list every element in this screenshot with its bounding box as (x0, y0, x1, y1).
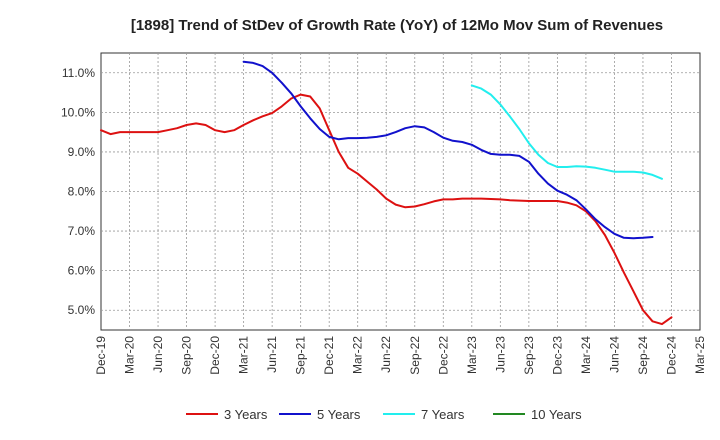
x-tick-label: Mar-25 (693, 336, 707, 374)
legend-label: 10 Years (531, 407, 582, 422)
y-axis-ticks: 5.0% 6.0% 7.0% 8.0% 9.0% 10.0% 11.0% (61, 66, 95, 317)
series-line (242, 60, 654, 240)
legend-label: 3 Years (224, 407, 268, 422)
x-tick-label: Sep-24 (636, 336, 650, 375)
x-tick-label: Mar-22 (351, 336, 365, 374)
x-tick-label: Jun-23 (493, 336, 507, 373)
x-tick-label: Sep-22 (408, 336, 422, 375)
x-tick-label: Jun-20 (151, 336, 165, 373)
y-tick-label: 8.0% (68, 185, 96, 199)
x-tick-label: Dec-23 (550, 336, 564, 375)
x-tick-label: Mar-21 (237, 336, 251, 374)
x-tick-label: Dec-24 (664, 336, 678, 375)
x-tick-label: Jun-24 (607, 336, 621, 373)
x-tick-label: Sep-20 (180, 336, 194, 375)
x-tick-label: Dec-19 (94, 336, 108, 375)
legend-label: 5 Years (317, 407, 361, 422)
series-lines (100, 60, 673, 326)
x-tick-label: Jun-21 (265, 336, 279, 373)
y-tick-label: 10.0% (61, 105, 95, 119)
legend-label: 7 Years (421, 407, 465, 422)
x-tick-label: Mar-23 (465, 336, 479, 374)
chart-title: [1898] Trend of StDev of Growth Rate (Yo… (131, 17, 663, 34)
x-tick-label: Dec-20 (208, 336, 222, 375)
series-line (470, 84, 663, 180)
x-axis-ticks: Dec-19 Mar-20 Jun-20 Sep-20 Dec-20 Mar-21 Jun-… (94, 336, 707, 375)
plot-area (100, 52, 701, 331)
x-tick-label: Sep-21 (294, 336, 308, 375)
x-tick-label: Dec-21 (322, 336, 336, 375)
x-tick-label: Mar-24 (579, 336, 593, 374)
y-tick-label: 11.0% (62, 66, 95, 80)
x-tick-label: Mar-20 (123, 336, 137, 374)
x-tick-label: Jun-22 (379, 336, 393, 373)
y-tick-label: 6.0% (68, 264, 96, 278)
y-tick-label: 9.0% (68, 145, 96, 159)
series-line (100, 93, 673, 326)
x-tick-label: Sep-23 (522, 336, 536, 375)
y-tick-label: 5.0% (68, 303, 96, 317)
y-tick-label: 7.0% (68, 224, 96, 238)
legend: 3 Years 5 Years 7 Years 10 Years (186, 407, 582, 422)
x-tick-label: Dec-22 (436, 336, 450, 375)
